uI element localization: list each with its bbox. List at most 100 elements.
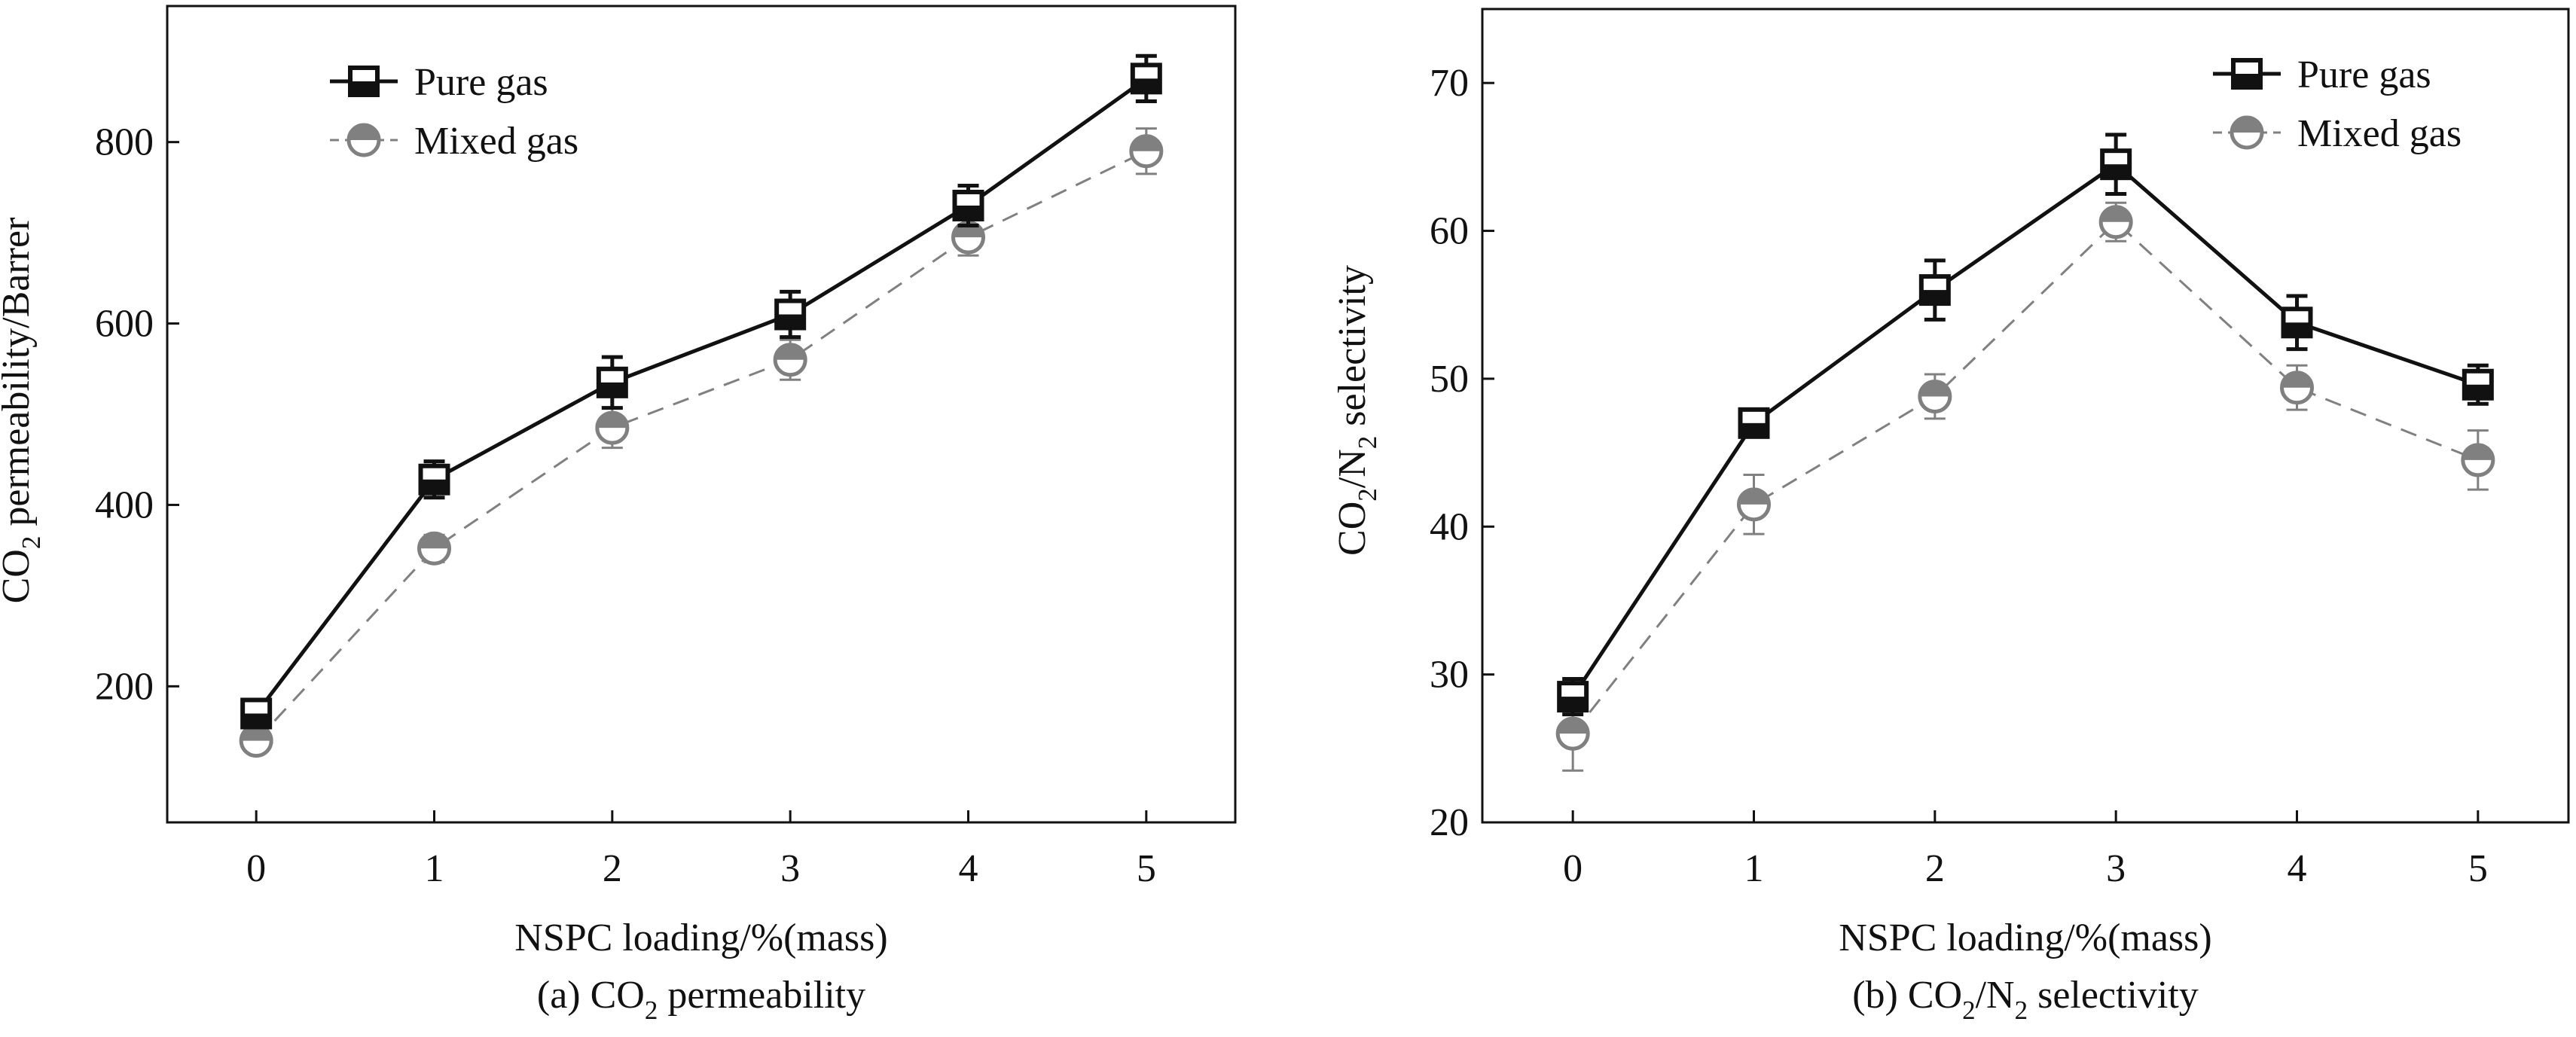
marker-square-fill [2233, 74, 2260, 87]
series-line [255, 77, 1148, 715]
legend-label: Mixed gas [2297, 112, 2462, 155]
marker-circle-fill [2101, 206, 2132, 222]
series-pure-gas [240, 53, 1162, 730]
y-tick-label: 70 [1430, 62, 1469, 105]
data-point [2462, 368, 2494, 401]
data-point [2281, 307, 2313, 339]
marker-circle-fill [2281, 372, 2312, 388]
series-line [1571, 162, 2479, 698]
marker-square-fill [1740, 422, 1768, 437]
series-mixed-gas [239, 127, 1164, 758]
y-tick-label: 40 [1430, 505, 1469, 548]
chart-caption: (a) CO2 permeability [537, 974, 865, 1025]
y-tick-label: 20 [1430, 801, 1469, 844]
x-axis-label: NSPC loading/%(mass) [1839, 917, 2211, 959]
y-tick-label: 400 [95, 483, 154, 526]
marker-circle-fill [1919, 381, 1950, 397]
data-point [1557, 681, 1589, 713]
marker-circle-fill [2232, 117, 2262, 133]
marker-square-fill [2102, 164, 2130, 178]
data-point [2100, 148, 2132, 181]
legend-marker [2230, 115, 2264, 150]
legend-label: Mixed gas [414, 120, 578, 163]
marker-square-fill [1921, 290, 1949, 304]
legend-marker [348, 66, 380, 97]
marker-square-fill [243, 713, 270, 727]
plot-frame [166, 5, 1237, 824]
data-point [595, 410, 630, 445]
marker-circle-fill [2462, 444, 2493, 460]
data-point [417, 531, 451, 566]
legend: Pure gas Mixed gas [2213, 53, 2462, 155]
x-tick-label: 2 [1925, 847, 1945, 890]
series-mixed-gas [1555, 201, 2495, 772]
data-point [418, 463, 450, 496]
y-tick-label: 60 [1430, 210, 1469, 253]
marker-circle-fill [349, 125, 379, 140]
data-point [2280, 371, 2314, 405]
y-tick-label: 600 [95, 303, 154, 346]
marker-square-fill [598, 382, 626, 396]
legend-label: Pure gas [414, 61, 548, 104]
x-tick-label: 1 [1744, 847, 1764, 890]
marker-square-fill [2283, 322, 2311, 337]
data-point [1738, 407, 1770, 439]
data-point [1555, 716, 1590, 751]
series-line [1571, 220, 2479, 735]
marker-circle-fill [241, 725, 272, 741]
x-tick-label: 4 [2288, 847, 2307, 890]
data-point [774, 298, 807, 331]
marker-circle-fill [775, 344, 806, 360]
y-tick-label: 50 [1430, 358, 1469, 401]
x-tick-label: 1 [425, 847, 444, 890]
y-tick-label: 200 [95, 665, 154, 708]
marker-circle-fill [419, 533, 450, 549]
chart-caption: (b) CO2/N2 selectivity [1852, 974, 2199, 1025]
marker-circle-fill [1131, 136, 1161, 151]
marker-square-fill [777, 314, 804, 328]
x-tick-label: 0 [1563, 847, 1583, 890]
marker-square-fill [1132, 78, 1160, 93]
x-axis-label: NSPC loading/%(mass) [514, 917, 887, 959]
legend-label: Pure gas [2297, 53, 2431, 96]
x-tick-label: 5 [2468, 847, 2488, 890]
marker-square-fill [420, 479, 448, 493]
chart-panel-a: 0 1 2 3 4 5 200 400 600 800 NSPC loading/%(mass) (a… [0, 5, 1237, 1025]
x-tick-label: 4 [959, 847, 978, 890]
marker-square-fill [1559, 697, 1587, 711]
marker-square-fill [350, 81, 377, 95]
marker-circle-fill [1558, 718, 1589, 734]
chart-panel-b: 0 1 2 3 4 5 20 30 40 50 60 70 NSPC loading/%(mass) (b… [1331, 8, 2570, 1025]
x-tick-label: 0 [246, 847, 266, 890]
y-axis-label: CO2 permeability/Barrer [0, 218, 46, 604]
data-point [240, 697, 273, 730]
legend: Pure gas Mixed gas [330, 61, 578, 163]
y-axis-label: CO2/N2 selectivity [1331, 265, 1382, 556]
data-point [773, 343, 807, 377]
x-tick-label: 5 [1137, 847, 1156, 890]
series-pure-gas [1557, 133, 2494, 717]
data-point [1918, 379, 1952, 413]
legend-marker [2231, 58, 2263, 90]
marker-square-fill [954, 205, 982, 219]
x-tick-label: 3 [780, 847, 800, 890]
y-tick-label: 800 [95, 121, 154, 164]
y-tick-label: 30 [1430, 654, 1469, 697]
marker-circle-fill [597, 413, 627, 429]
marker-circle-fill [1738, 489, 1769, 505]
series-line [255, 150, 1147, 742]
marker-square-fill [2464, 384, 2492, 398]
data-point [239, 724, 273, 758]
data-point [1737, 487, 1771, 522]
data-point [952, 189, 984, 221]
x-tick-label: 2 [603, 847, 622, 890]
data-point [1129, 134, 1164, 169]
data-point [596, 366, 628, 398]
legend-marker [346, 123, 381, 157]
data-point [2461, 443, 2495, 477]
data-point [1918, 274, 1951, 307]
data-point [1130, 63, 1162, 95]
x-tick-label: 3 [2106, 847, 2126, 890]
data-point [2098, 205, 2133, 239]
